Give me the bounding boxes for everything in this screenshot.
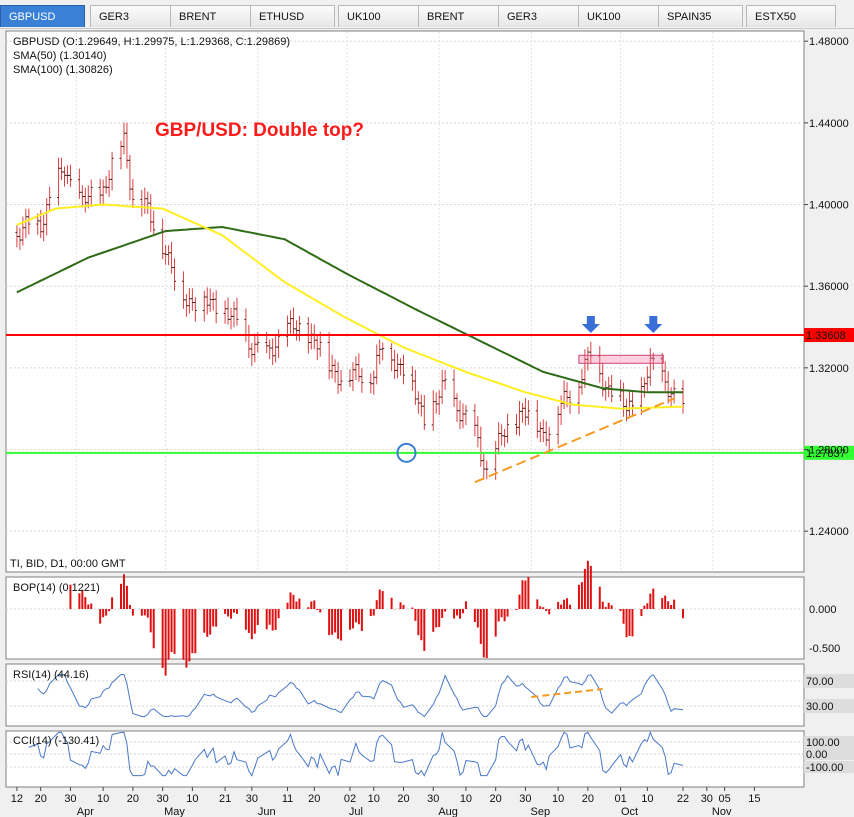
cci-level-tag xyxy=(804,761,854,773)
x-tick-label: 10 xyxy=(552,793,564,805)
horizontal-levels: 1.33608 1.27837 xyxy=(6,316,854,484)
y-tick-label: 1.28000 xyxy=(809,445,849,457)
top-marker-arrow-icon xyxy=(581,316,600,334)
x-tick-label: 30 xyxy=(246,793,258,805)
cci-level-label: 0.00 xyxy=(806,749,827,761)
tab-ethusd[interactable]: ETHUSD xyxy=(250,5,335,27)
y-axis: 1.48000 1.44000 1.40000 1.36000 1.32000 1.280… xyxy=(804,36,849,538)
rsi-label: RSI(14) (44.16) xyxy=(13,669,89,681)
y-tick-label: 1.48000 xyxy=(809,36,849,48)
x-month-label: Apr xyxy=(77,806,94,817)
x-tick-label: 20 xyxy=(397,793,409,805)
x-month-label: Jul xyxy=(349,806,363,817)
support-price-tag xyxy=(804,445,854,460)
x-month-label: Sep xyxy=(531,806,551,817)
tab-spain35[interactable]: SPAIN35 xyxy=(658,5,743,27)
resistance-price-label: 1.33608 xyxy=(806,330,846,342)
x-tick-label: 15 xyxy=(748,793,760,805)
x-tick-label: 02 xyxy=(344,793,356,805)
chart-footer-info: TI, BID, D1, 00:00 GMT xyxy=(10,558,126,570)
chart-annotation-title: GBP/USD: Double top? xyxy=(155,120,364,141)
x-tick-label: 30 xyxy=(519,793,531,805)
bop-tick-label: -0.500 xyxy=(809,643,840,655)
x-month-label: May xyxy=(164,806,185,817)
x-tick-label: 20 xyxy=(490,793,502,805)
tab-uk100-2[interactable]: UK100 xyxy=(578,5,663,27)
support-price-label: 1.27837 xyxy=(806,448,846,460)
y-tick-label: 1.24000 xyxy=(809,526,849,538)
indicator-series: 0.000 -0.500 70.00 30.00 100.000.00-100.00 xyxy=(6,560,854,777)
x-tick-label: 10 xyxy=(186,793,198,805)
support-circle-marker xyxy=(396,442,417,463)
ohlc-info: GBPUSD (O:1.29649, H:1.29975, L:1.29368,… xyxy=(13,36,290,48)
trend-line xyxy=(474,397,675,484)
tab-brent-1[interactable]: BRENT xyxy=(170,5,255,27)
top-marker-arrow-icon xyxy=(644,316,663,334)
x-month-label: Aug xyxy=(438,806,458,817)
rsi-line xyxy=(37,674,684,718)
y-tick-label: 1.40000 xyxy=(809,200,849,212)
x-tick-label: 10 xyxy=(641,793,653,805)
rsi-level-label: 70.00 xyxy=(806,676,834,688)
main-chart-panel[interactable] xyxy=(5,30,805,573)
sma100-info: SMA(100) (1.30826) xyxy=(13,64,113,76)
cci-level-label: -100.00 xyxy=(806,762,843,774)
tab-ger3-2[interactable]: GER3 xyxy=(498,5,583,27)
bop-tick-label: 0.000 xyxy=(809,604,837,616)
x-tick-label: 30 xyxy=(64,793,76,805)
double-top-zone xyxy=(578,354,664,364)
x-tick-label: 12 xyxy=(11,793,23,805)
x-tick-label: 30 xyxy=(427,793,439,805)
x-tick-label: 30 xyxy=(157,793,169,805)
bop-panel[interactable] xyxy=(5,576,805,660)
sma100-line xyxy=(16,225,683,394)
x-tick-label: 30 xyxy=(701,793,713,805)
rsi-trend-line xyxy=(531,688,603,698)
bop-label: BOP(14) (0.1221) xyxy=(13,582,100,594)
x-tick-label: 20 xyxy=(127,793,139,805)
x-tick-label: 10 xyxy=(97,793,109,805)
tab-gbpusd[interactable]: GBPUSD xyxy=(0,5,85,27)
moving-averages xyxy=(16,203,684,410)
x-tick-label: 05 xyxy=(719,793,731,805)
y-tick-label: 1.32000 xyxy=(809,363,849,375)
tab-estx50[interactable]: ESTX50 xyxy=(746,5,836,27)
x-month-label: Oct xyxy=(621,806,638,817)
cci-panel[interactable] xyxy=(5,730,805,788)
x-tick-label: 10 xyxy=(460,793,472,805)
x-tick-label: 20 xyxy=(308,793,320,805)
cci-line xyxy=(28,731,684,777)
x-month-label: Nov xyxy=(712,806,732,817)
cci-level-label: 100.00 xyxy=(806,737,840,749)
sma50-info: SMA(50) (1.30140) xyxy=(13,50,107,62)
tab-uk100-1[interactable]: UK100 xyxy=(338,5,423,27)
x-tick-label: 10 xyxy=(368,793,380,805)
cci-level-tag xyxy=(804,736,854,748)
x-tick-label: 11 xyxy=(282,793,293,805)
rsi-30-tag xyxy=(804,699,854,713)
tab-brent-2[interactable]: BRENT xyxy=(418,5,503,27)
y-tick-label: 1.36000 xyxy=(809,281,849,293)
cci-label: CCI(14) (-130.41) xyxy=(13,735,99,747)
resistance-price-tag xyxy=(804,328,854,343)
cci-level-tag xyxy=(804,748,854,760)
x-tick-label: 20 xyxy=(582,793,594,805)
x-tick-label: 01 xyxy=(614,793,626,805)
rsi-panel[interactable] xyxy=(5,663,805,727)
x-tick-label: 20 xyxy=(35,793,47,805)
rsi-70-tag xyxy=(804,674,854,688)
x-tick-label: 21 xyxy=(219,793,231,805)
grid-lines xyxy=(6,32,804,571)
symbol-tabs: GBPUSD GER3 BRENT ETHUSD UK100 BRENT GER… xyxy=(0,0,854,29)
x-axis: 12 20 30 10 20 30 10 21 30 11 20 02 10 20 30 10 20 30 10 20… xyxy=(11,787,761,817)
tab-ger3-1[interactable]: GER3 xyxy=(90,5,175,27)
y-tick-label: 1.44000 xyxy=(809,118,849,130)
x-month-label: Jun xyxy=(258,806,276,817)
sma50-line xyxy=(16,203,684,410)
rsi-level-label: 30.00 xyxy=(806,701,834,713)
x-tick-label: 22 xyxy=(677,793,689,805)
